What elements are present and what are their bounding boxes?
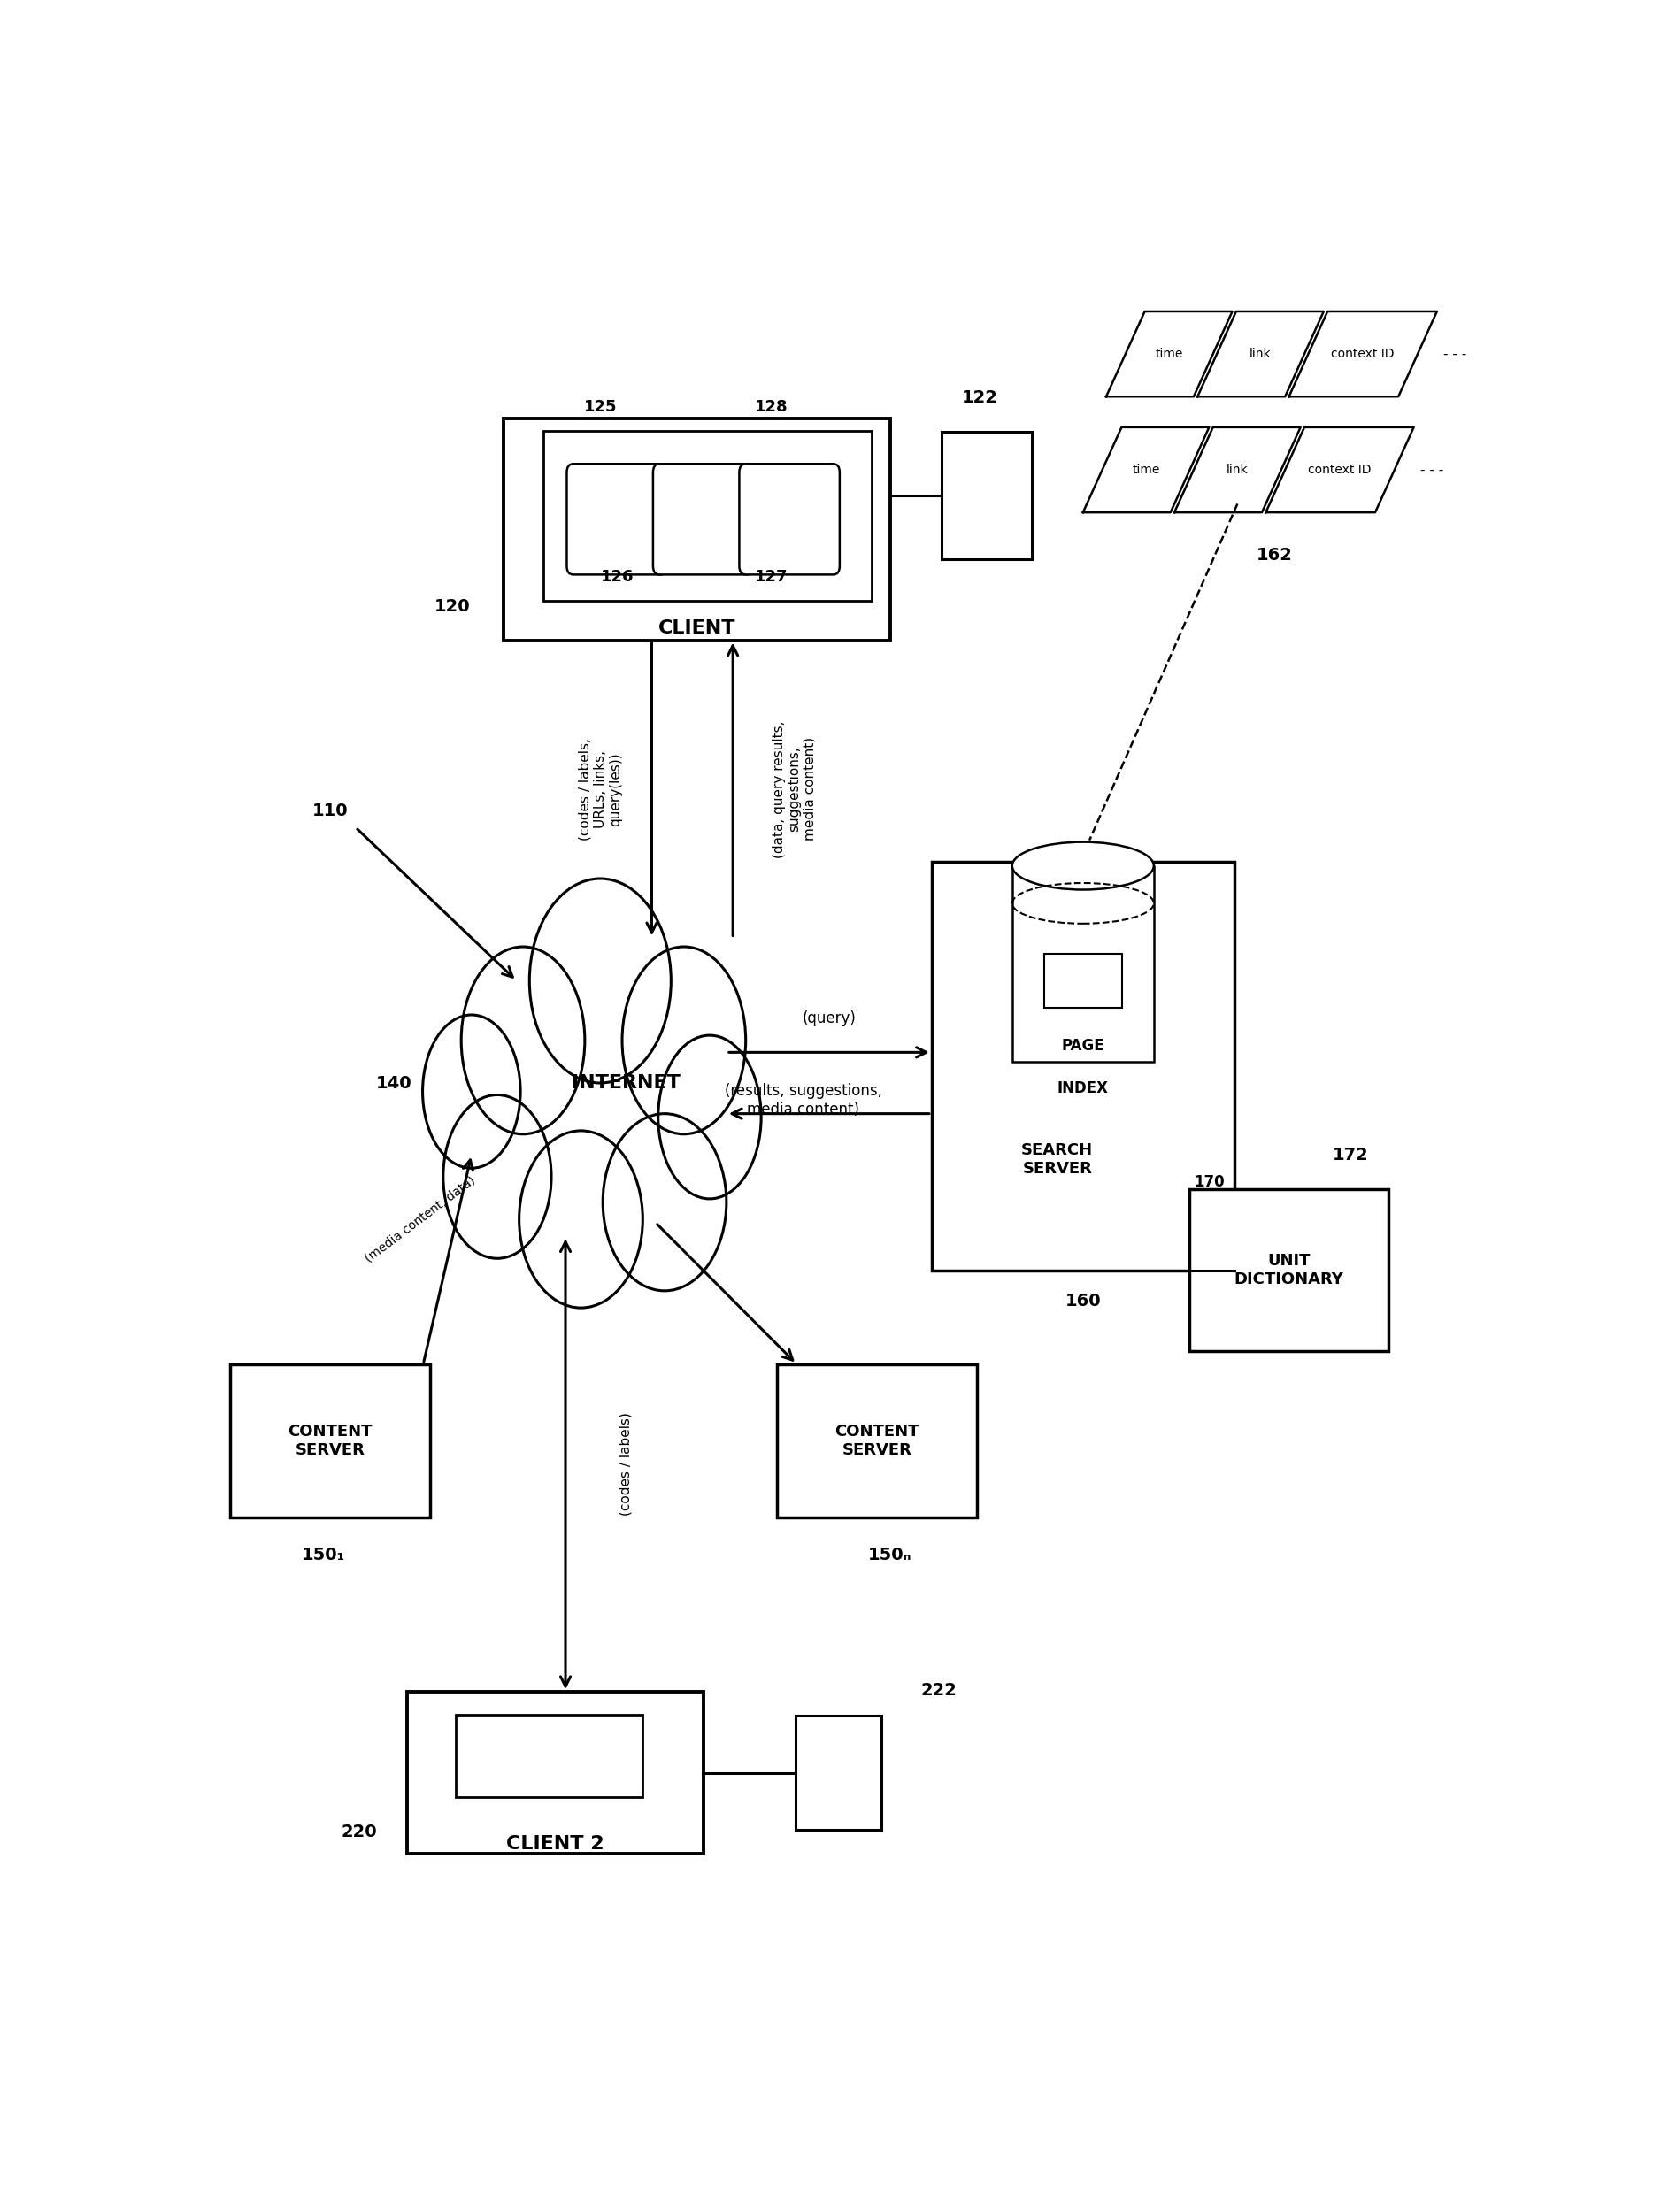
Text: 128: 128 (754, 398, 787, 416)
Text: 122: 122 (962, 389, 998, 405)
Text: (query): (query) (802, 1011, 855, 1026)
FancyBboxPatch shape (1045, 953, 1121, 1009)
Polygon shape (1266, 427, 1414, 513)
FancyBboxPatch shape (653, 465, 754, 575)
Text: time: time (1156, 347, 1183, 361)
Text: PAGE: PAGE (1061, 1037, 1105, 1053)
FancyBboxPatch shape (1012, 865, 1154, 1062)
FancyBboxPatch shape (566, 465, 668, 575)
Text: 140: 140 (377, 1075, 412, 1091)
FancyBboxPatch shape (932, 860, 1234, 1270)
FancyBboxPatch shape (796, 1717, 882, 1829)
Text: 126: 126 (600, 568, 633, 586)
Text: UNIT
DICTIONARY: UNIT DICTIONARY (1234, 1254, 1344, 1287)
Text: 162: 162 (1257, 546, 1292, 564)
Ellipse shape (530, 878, 671, 1084)
Text: 172: 172 (1332, 1148, 1369, 1164)
Text: CONTENT
SERVER: CONTENT SERVER (835, 1425, 919, 1458)
FancyBboxPatch shape (777, 1365, 977, 1517)
Text: (data, query results,
suggestions,
media content): (data, query results, suggestions, media… (772, 721, 817, 858)
Polygon shape (1106, 312, 1232, 396)
Text: SEARCH
SERVER: SEARCH SERVER (1022, 1141, 1093, 1177)
Ellipse shape (422, 1015, 520, 1168)
FancyBboxPatch shape (739, 465, 840, 575)
Text: link: link (1249, 347, 1272, 361)
Ellipse shape (462, 947, 585, 1135)
FancyBboxPatch shape (407, 1692, 703, 1854)
Text: 170: 170 (1194, 1175, 1224, 1190)
Text: 220: 220 (342, 1825, 377, 1840)
Text: time: time (1133, 465, 1159, 476)
Ellipse shape (520, 1130, 643, 1307)
Text: CLIENT: CLIENT (658, 619, 736, 637)
Text: 150ₙ: 150ₙ (869, 1546, 912, 1564)
Text: context ID: context ID (1309, 465, 1372, 476)
Ellipse shape (443, 1095, 551, 1259)
Text: (results, suggestions,
media content): (results, suggestions, media content) (724, 1084, 882, 1117)
Text: CONTENT
SERVER: CONTENT SERVER (287, 1425, 372, 1458)
Text: INDEX: INDEX (1058, 1079, 1108, 1097)
Text: 150₁: 150₁ (302, 1546, 345, 1564)
Text: 120: 120 (434, 597, 470, 615)
Text: (codes / labels): (codes / labels) (620, 1413, 633, 1515)
Text: 160: 160 (1065, 1292, 1101, 1310)
Text: 125: 125 (583, 398, 616, 416)
FancyBboxPatch shape (503, 418, 890, 639)
FancyBboxPatch shape (942, 431, 1031, 560)
Text: (codes / labels,
URLs, links,
query(les)): (codes / labels, URLs, links, query(les)… (578, 739, 623, 841)
Text: link: link (1226, 465, 1249, 476)
Text: 222: 222 (920, 1681, 957, 1699)
Ellipse shape (603, 1113, 726, 1292)
Polygon shape (1289, 312, 1437, 396)
FancyBboxPatch shape (231, 1365, 430, 1517)
FancyBboxPatch shape (1189, 1190, 1389, 1352)
Text: - - -: - - - (1443, 347, 1467, 361)
FancyBboxPatch shape (543, 431, 872, 602)
Polygon shape (1198, 312, 1324, 396)
Polygon shape (1083, 427, 1209, 513)
Ellipse shape (658, 1035, 761, 1199)
Text: 110: 110 (312, 803, 347, 818)
Text: - - -: - - - (1420, 462, 1443, 476)
FancyBboxPatch shape (455, 1714, 643, 1796)
Ellipse shape (623, 947, 746, 1135)
Text: 127: 127 (754, 568, 787, 586)
Text: INTERNET: INTERNET (571, 1075, 681, 1093)
Text: CLIENT 2: CLIENT 2 (507, 1836, 605, 1854)
Ellipse shape (1012, 843, 1154, 889)
Text: context ID: context ID (1332, 347, 1395, 361)
Text: (media content, data): (media content, data) (362, 1175, 477, 1265)
Polygon shape (1174, 427, 1301, 513)
